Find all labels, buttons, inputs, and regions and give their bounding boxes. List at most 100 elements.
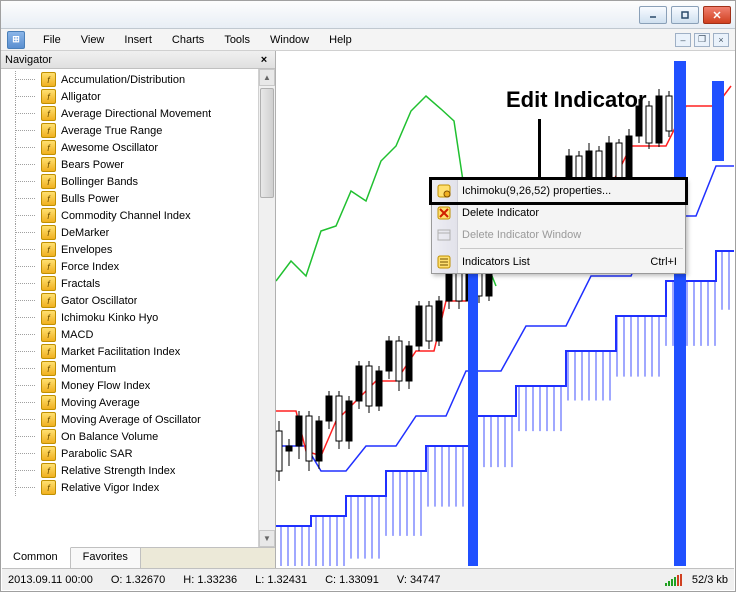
navigator-indicator-item[interactable]: f Moving Average — [1, 394, 258, 411]
indicator-label: Average True Range — [61, 125, 162, 137]
delete-icon — [436, 205, 452, 221]
scroll-down-button[interactable]: ▼ — [259, 530, 275, 547]
navigator-indicator-item[interactable]: fMomentum — [1, 360, 258, 377]
indicator-label: DeMarker — [61, 227, 109, 239]
indicator-icon: f — [41, 259, 56, 274]
indicator-label: Bollinger Bands — [61, 176, 138, 188]
chart-area[interactable]: Edit Indicator Ichimoku(9,26,52) propert… — [276, 51, 735, 569]
navigator-indicator-item[interactable]: f Money Flow Index — [1, 377, 258, 394]
indicator-icon: f — [41, 378, 56, 393]
navigator-indicator-item[interactable]: fGator Oscillator — [1, 292, 258, 309]
navigator-indicator-item[interactable]: fEnvelopes — [1, 241, 258, 258]
context-menu-list-label: Indicators List — [462, 256, 530, 268]
navigator-close-button[interactable]: × — [257, 53, 271, 67]
indicator-icon: f — [41, 463, 56, 478]
chart-canvas — [276, 51, 735, 569]
navigator-tab-common[interactable]: Common — [1, 547, 71, 569]
indicator-icon: f — [41, 395, 56, 410]
indicator-icon: f — [41, 242, 56, 257]
status-close: C: 1.33091 — [325, 574, 379, 586]
indicator-icon: f — [41, 446, 56, 461]
navigator-indicator-item[interactable]: fFractals — [1, 275, 258, 292]
menu-insert[interactable]: Insert — [114, 32, 162, 48]
navigator-indicator-item[interactable]: fBulls Power — [1, 190, 258, 207]
indicator-label: Relative Strength Index — [61, 465, 175, 477]
minimize-button[interactable] — [639, 6, 667, 24]
indicator-label: MACD — [61, 329, 93, 341]
navigator-indicator-item[interactable]: f Commodity Channel Index — [1, 207, 258, 224]
indicator-label: Parabolic SAR — [61, 448, 133, 460]
indicator-label: On Balance Volume — [61, 431, 158, 443]
navigator-tab-favorites[interactable]: Favorites — [71, 548, 141, 569]
menu-file[interactable]: File — [33, 32, 71, 48]
navigator-tree[interactable]: fAccumulation/DistributionfAlligatorfAve… — [1, 69, 258, 547]
indicator-icon: f — [41, 480, 56, 495]
context-menu-delete-window: Delete Indicator Window — [432, 224, 685, 246]
indicator-label: Money Flow Index — [61, 380, 150, 392]
context-menu-delete[interactable]: Delete Indicator — [432, 202, 685, 224]
mdi-restore-button[interactable]: ❐ — [694, 33, 710, 47]
indicator-icon: f — [41, 327, 56, 342]
connection-bars-icon — [665, 574, 682, 586]
indicator-icon: f — [41, 344, 56, 359]
navigator-indicator-item[interactable]: f Relative Vigor Index — [1, 479, 258, 496]
close-button[interactable] — [703, 6, 731, 24]
menu-view[interactable]: View — [71, 32, 115, 48]
indicator-label: Bears Power — [61, 159, 124, 171]
navigator-title: Navigator — [5, 54, 257, 66]
navigator-indicator-item[interactable]: fBollinger Bands — [1, 173, 258, 190]
scroll-thumb[interactable] — [260, 88, 274, 198]
indicator-icon: f — [41, 208, 56, 223]
menu-tools[interactable]: Tools — [214, 32, 260, 48]
navigator-indicator-item[interactable]: f MACD — [1, 326, 258, 343]
navigator-indicator-item[interactable]: fIchimoku Kinko Hyo — [1, 309, 258, 326]
context-menu-properties[interactable]: Ichimoku(9,26,52) properties... — [432, 180, 685, 202]
menu-window[interactable]: Window — [260, 32, 319, 48]
navigator-indicator-item[interactable]: fAccumulation/Distribution — [1, 71, 258, 88]
context-menu-properties-label: Ichimoku(9,26,52) properties... — [462, 185, 611, 197]
indicator-label: Moving Average — [61, 397, 140, 409]
mdi-close-button[interactable]: × — [713, 33, 729, 47]
context-menu-indicators-list[interactable]: Indicators List Ctrl+I — [432, 251, 685, 273]
indicator-label: Alligator — [61, 91, 101, 103]
indicator-icon: f — [41, 412, 56, 427]
status-low: L: 1.32431 — [255, 574, 307, 586]
indicator-icon: f — [41, 89, 56, 104]
menu-charts[interactable]: Charts — [162, 32, 214, 48]
indicator-icon: f — [41, 157, 56, 172]
status-open: O: 1.32670 — [111, 574, 165, 586]
navigator-indicator-item[interactable]: f Moving Average of Oscillator — [1, 411, 258, 428]
navigator-indicator-item[interactable]: f Bears Power — [1, 156, 258, 173]
navigator-indicator-item[interactable]: f Average True Range — [1, 122, 258, 139]
indicator-icon: f — [41, 225, 56, 240]
indicator-icon: f — [41, 123, 56, 138]
navigator-indicator-item[interactable]: f DeMarker — [1, 224, 258, 241]
mdi-minimize-button[interactable]: – — [675, 33, 691, 47]
navigator-indicator-item[interactable]: fAverage Directional Movement — [1, 105, 258, 122]
navigator-scrollbar[interactable]: ▲ ▼ — [258, 69, 275, 547]
indicator-icon: f — [41, 293, 56, 308]
status-transfer: 52/3 kb — [692, 574, 728, 586]
indicator-label: Awesome Oscillator — [61, 142, 158, 154]
navigator-indicator-item[interactable]: f Parabolic SAR — [1, 445, 258, 462]
maximize-button[interactable] — [671, 6, 699, 24]
menu-help[interactable]: Help — [319, 32, 362, 48]
indicator-icon: f — [41, 310, 56, 325]
navigator-indicator-item[interactable]: f Awesome Oscillator — [1, 139, 258, 156]
indicator-label: Fractals — [61, 278, 100, 290]
indicator-label: Moving Average of Oscillator — [61, 414, 201, 426]
indicator-label: Commodity Channel Index — [61, 210, 191, 222]
navigator-indicator-item[interactable]: fForce Index — [1, 258, 258, 275]
delete-window-icon — [436, 227, 452, 243]
indicator-label: Relative Vigor Index — [61, 482, 159, 494]
navigator-panel: Navigator × fAccumulation/DistributionfA… — [1, 51, 276, 569]
navigator-indicator-item[interactable]: fOn Balance Volume — [1, 428, 258, 445]
status-high: H: 1.33236 — [183, 574, 237, 586]
navigator-indicator-item[interactable]: f Alligator — [1, 88, 258, 105]
scroll-up-button[interactable]: ▲ — [259, 69, 275, 86]
indicator-icon: f — [41, 140, 56, 155]
navigator-indicator-item[interactable]: fMarket Facilitation Index — [1, 343, 258, 360]
navigator-indicator-item[interactable]: f Relative Strength Index — [1, 462, 258, 479]
annotation-arrow — [538, 119, 541, 181]
window-titlebar — [1, 1, 735, 29]
